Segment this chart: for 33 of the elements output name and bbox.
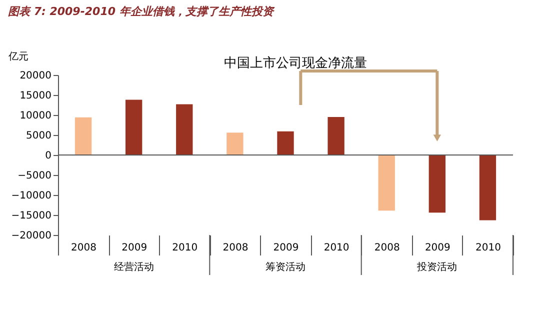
- chart-title: 图表 7: 2009-2010 年企业借钱，支撑了生产性投资: [8, 5, 276, 18]
- bar: [125, 100, 142, 155]
- x-tick-label: 2009: [424, 242, 450, 254]
- x-tick-label: 2010: [172, 242, 198, 254]
- y-tick-label: −10000: [11, 190, 52, 202]
- x-tick-label: 2008: [71, 242, 97, 254]
- y-tick-label: 5000: [26, 130, 52, 142]
- y-tick-label: 20000: [20, 70, 52, 82]
- bar: [428, 155, 446, 213]
- y-tick-label: 15000: [20, 90, 52, 102]
- x-tick-label: 2010: [324, 242, 350, 254]
- x-tick-label: 2010: [475, 242, 501, 254]
- bar: [277, 131, 294, 155]
- bar: [74, 117, 92, 155]
- y-tick-label: −5000: [18, 170, 52, 182]
- x-tick-label: 2008: [374, 242, 400, 254]
- y-axis-title: 亿元: [8, 52, 28, 62]
- bar: [479, 155, 496, 220]
- x-tick-label: 2008: [222, 242, 248, 254]
- bar: [226, 132, 244, 155]
- bar: [328, 117, 344, 155]
- y-tick-label: 0: [45, 150, 52, 162]
- chart-subtitle: 中国上市公司现金净流量: [224, 55, 367, 71]
- y-tick-label: 10000: [20, 110, 52, 122]
- bar: [176, 104, 193, 155]
- y-tick-label: −15000: [11, 210, 52, 222]
- x-tick-label: 2009: [122, 242, 148, 254]
- text: 经营活动: [114, 261, 154, 273]
- bar: [378, 155, 395, 211]
- text: 投资活动: [416, 261, 458, 273]
- text: 筹资活动: [266, 261, 306, 273]
- x-tick-label: 2009: [273, 242, 299, 254]
- y-tick-label: −20000: [11, 230, 52, 242]
